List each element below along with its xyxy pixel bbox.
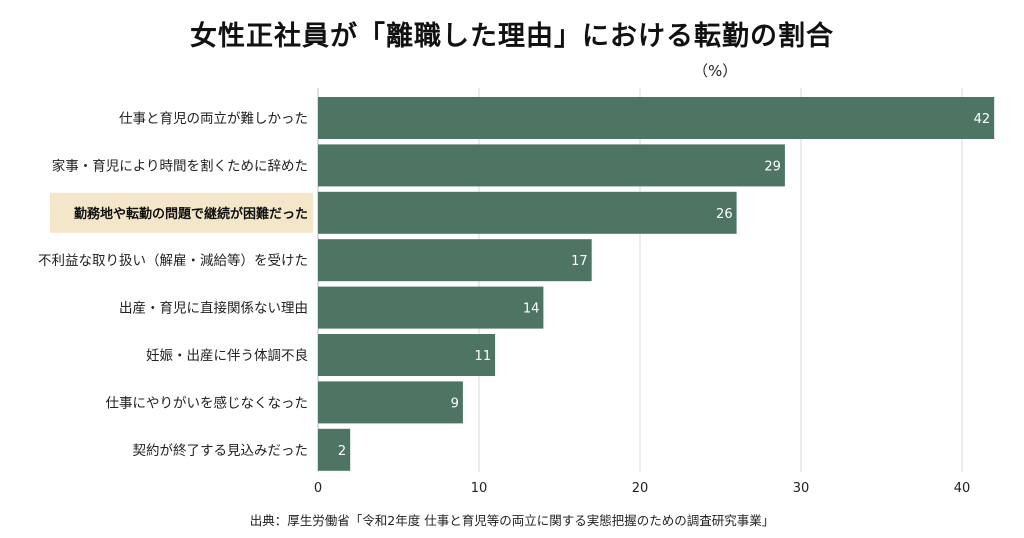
value-label: 9: [451, 396, 459, 411]
value-label: 17: [571, 254, 588, 269]
category-label: 仕事にやりがいを感じなくなった: [106, 394, 309, 411]
category-label: 勤務地や転勤の問題で継続が困難だった: [74, 206, 308, 222]
x-tick-label: 10: [471, 481, 488, 496]
x-tick-label: 30: [793, 481, 810, 496]
bar: [318, 381, 463, 424]
category-label: 不利益な取り扱い（解雇・減給等）を受けた: [38, 252, 308, 269]
x-tick-label: 40: [954, 481, 971, 496]
bar: [318, 428, 351, 471]
x-tick-label: 20: [632, 481, 649, 496]
value-label: 2: [338, 444, 346, 459]
bar: [318, 334, 496, 376]
value-label: 29: [764, 159, 781, 174]
bar: [318, 239, 592, 282]
category-label: 出産・育児に直接関係ない理由: [119, 300, 308, 317]
value-label: 14: [523, 302, 540, 317]
category-label: 仕事と育児の両立が難しかった: [119, 111, 308, 127]
chart-title: 女性正社員が「離職した理由」における転勤の割合: [190, 21, 834, 52]
bar: [318, 286, 544, 329]
value-label: 11: [475, 349, 492, 364]
bar: [318, 144, 785, 187]
source-note: 出典：厚生労働省「令和2年度 仕事と育児等の両立に関する実態把握のための調査研究…: [249, 513, 775, 528]
bar: [318, 191, 737, 234]
x-tick-label: 0: [314, 481, 322, 496]
category-label: 妊娠・出産に伴う体調不良: [146, 348, 308, 364]
category-label: 家事・育児により時間を割くために辞めた: [52, 157, 308, 174]
unit-label: （%）: [693, 62, 738, 80]
category-label: 契約が終了する見込みだった: [133, 443, 309, 459]
value-label: 42: [974, 112, 991, 127]
bar: [318, 97, 995, 139]
value-label: 26: [716, 207, 733, 222]
category-highlight: [50, 192, 313, 233]
